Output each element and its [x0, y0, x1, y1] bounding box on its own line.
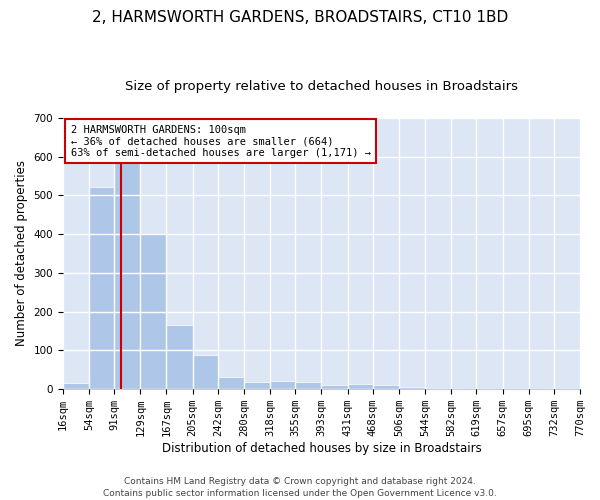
Bar — [322, 386, 347, 389]
Y-axis label: Number of detached properties: Number of detached properties — [15, 160, 28, 346]
Bar — [270, 380, 295, 389]
Bar — [193, 355, 218, 389]
Bar — [140, 234, 166, 389]
X-axis label: Distribution of detached houses by size in Broadstairs: Distribution of detached houses by size … — [161, 442, 481, 455]
Bar — [347, 384, 373, 389]
Bar — [373, 385, 399, 389]
Bar — [399, 388, 425, 389]
Bar — [89, 187, 115, 389]
Bar — [295, 382, 322, 389]
Bar — [115, 162, 140, 389]
Bar — [218, 377, 244, 389]
Text: 2, HARMSWORTH GARDENS, BROADSTAIRS, CT10 1BD: 2, HARMSWORTH GARDENS, BROADSTAIRS, CT10… — [92, 10, 508, 25]
Bar — [63, 384, 89, 389]
Bar — [166, 325, 193, 389]
Title: Size of property relative to detached houses in Broadstairs: Size of property relative to detached ho… — [125, 80, 518, 93]
Text: Contains HM Land Registry data © Crown copyright and database right 2024.
Contai: Contains HM Land Registry data © Crown c… — [103, 476, 497, 498]
Bar — [244, 382, 270, 389]
Text: 2 HARMSWORTH GARDENS: 100sqm
← 36% of detached houses are smaller (664)
63% of s: 2 HARMSWORTH GARDENS: 100sqm ← 36% of de… — [71, 124, 371, 158]
